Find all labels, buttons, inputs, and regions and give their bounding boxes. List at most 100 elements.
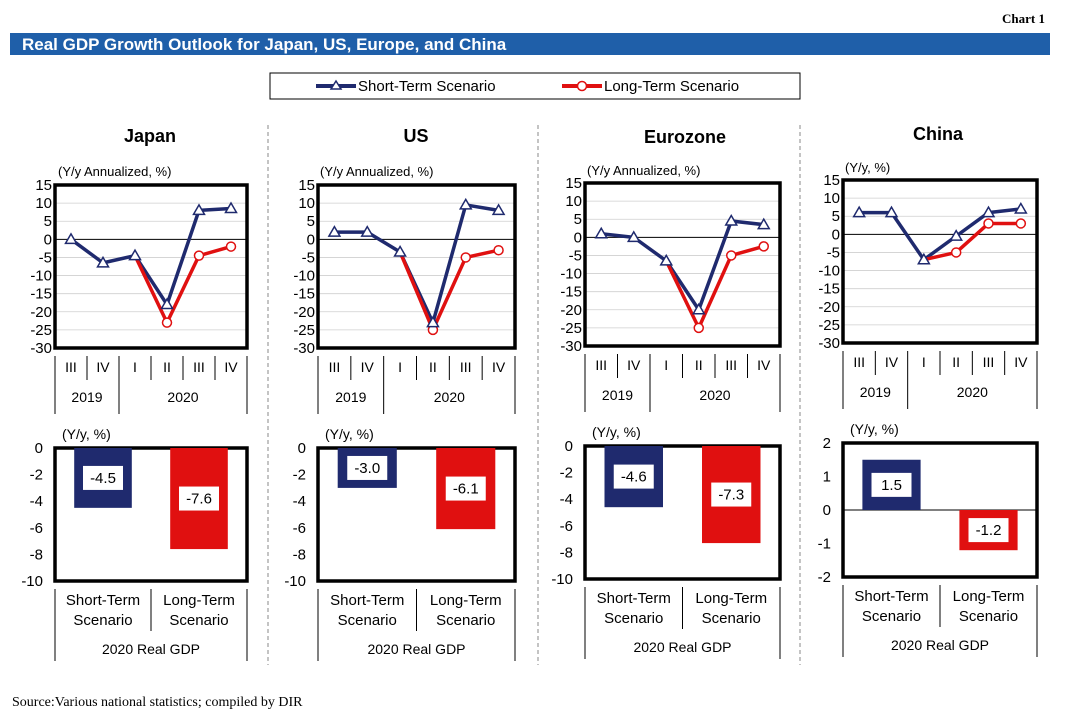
plot-frame	[53, 183, 249, 350]
x-tick-label: III	[725, 357, 737, 373]
year-label: 2019	[860, 384, 891, 400]
y-tick-label: 10	[35, 195, 52, 212]
legend-circle-marker	[576, 80, 588, 92]
line-ylabel-china: (Y/y, %)	[845, 160, 890, 175]
year-label: 2019	[602, 387, 633, 403]
data-point-long	[161, 317, 173, 328]
y-tick-label: -4	[30, 493, 43, 510]
bar-value-label: 1.5	[881, 477, 902, 494]
y-tick-label: -15	[293, 286, 315, 303]
bar-value-box	[179, 486, 219, 511]
bar-category-label: Scenario	[169, 612, 228, 629]
y-tick-label: -30	[560, 338, 582, 355]
bar-value-label: -4.6	[621, 469, 647, 486]
series-line-long-term-scenario	[664, 244, 765, 330]
y-tick-label: 0	[832, 226, 840, 243]
x-tick-label: II	[952, 354, 960, 370]
x-tick-label: IV	[627, 357, 641, 373]
bar-panel-us: (Y/y, %) 0 -2 -4 -6 -8 -10 -3.0 -6.1 Short-Term Sc…	[284, 426, 517, 661]
y-tick-label: 15	[35, 177, 52, 194]
y-tick-label: 5	[44, 213, 52, 230]
year-label: 2020	[167, 389, 198, 405]
bar-panel-china: (Y/y, %) 2 1 0 -1 -2 1.5 -1.2 Short-Term Scenario…	[818, 421, 1039, 657]
y-tick-label: -10	[21, 573, 43, 590]
bar-value-box	[347, 455, 388, 480]
bar-group-label: 2020 Real GDP	[633, 639, 731, 655]
data-point-short	[756, 217, 771, 230]
x-tick-label: III	[983, 354, 995, 370]
bar-ylabel-eurozone: (Y/y, %)	[592, 424, 641, 440]
y-tick-label: -2	[30, 467, 43, 484]
y-tick-label: -10	[551, 571, 573, 588]
bar-value-label: -1.2	[976, 522, 1002, 539]
series-line-short-term-scenario	[601, 219, 764, 312]
data-point-short	[691, 302, 706, 315]
data-point-long	[726, 250, 737, 261]
y-tick-label: 0	[35, 440, 43, 457]
bar-category-label: Short-Term	[854, 588, 928, 605]
bar-value-box	[711, 482, 752, 507]
y-tick-label: 0	[44, 231, 52, 248]
x-tick-label: IV	[224, 359, 238, 375]
legend-triangle-marker	[329, 79, 343, 90]
series-line-short-term-scenario	[859, 207, 1022, 262]
y-tick-label: -30	[818, 335, 840, 352]
y-tick-label: -8	[293, 546, 306, 563]
bar-category-label: Scenario	[702, 610, 761, 627]
bar-value-box	[83, 465, 123, 490]
data-point-short	[659, 253, 674, 266]
bar-category-label: Scenario	[959, 608, 1018, 625]
data-point-long	[1015, 218, 1027, 229]
data-point-long	[983, 218, 994, 229]
y-tick-label: -5	[302, 249, 315, 266]
x-tick-label: III	[193, 359, 205, 375]
bar-ylabel-china: (Y/y, %)	[850, 421, 899, 437]
data-point-short	[852, 205, 866, 218]
data-point-short	[949, 229, 963, 241]
line-ylabel-japan: (Y/y Annualized, %)	[58, 164, 171, 179]
bar-group-label: 2020 Real GDP	[891, 637, 989, 653]
panel-title-us: US	[403, 126, 428, 146]
data-point-short	[327, 225, 342, 237]
y-tick-label: -5	[39, 249, 52, 266]
y-tick-label: -6	[30, 520, 43, 537]
year-label: 2020	[957, 384, 988, 400]
y-tick-label: -10	[560, 266, 582, 283]
x-tick-label: III	[329, 359, 341, 375]
bar-panel-japan: (Y/y, %) 0 -2 -4 -6 -8 -10 -4.5 -7.6 Short-Term Sc…	[21, 426, 249, 661]
y-tick-label: -10	[284, 573, 306, 590]
y-tick-label: -30	[30, 340, 52, 357]
data-point-long	[758, 241, 769, 252]
bar-value-box	[613, 464, 654, 489]
y-tick-label: 5	[574, 211, 582, 228]
y-tick-label: -25	[30, 322, 52, 339]
bar-value-box	[871, 472, 912, 497]
plot-frame	[583, 181, 782, 348]
y-tick-label: -2	[818, 569, 831, 586]
data-point-short	[981, 205, 996, 218]
x-tick-label: IV	[1014, 354, 1028, 370]
y-tick-label: -30	[293, 340, 315, 357]
x-tick-label: I	[133, 359, 137, 375]
bar-value-box	[968, 518, 1009, 543]
y-tick-label: 0	[574, 229, 582, 246]
y-tick-label: -20	[293, 304, 315, 321]
bar-category-label: Long-Term	[430, 592, 502, 609]
chart-label: Chart 1	[1002, 11, 1045, 26]
y-tick-label: -6	[560, 518, 573, 535]
data-point-short	[626, 230, 641, 243]
bar-category-label: Scenario	[338, 612, 397, 629]
y-tick-label: 0	[565, 438, 573, 455]
data-point-short	[724, 214, 739, 226]
y-tick-label: 10	[565, 193, 582, 210]
data-point-short	[594, 226, 609, 239]
y-tick-label: 15	[823, 172, 840, 189]
year-label: 2020	[434, 389, 465, 405]
y-tick-label: -10	[30, 268, 52, 285]
x-tick-label: III	[65, 359, 77, 375]
bar-ylabel-us: (Y/y, %)	[325, 426, 374, 442]
bar-category-label: Short-Term	[597, 590, 671, 607]
